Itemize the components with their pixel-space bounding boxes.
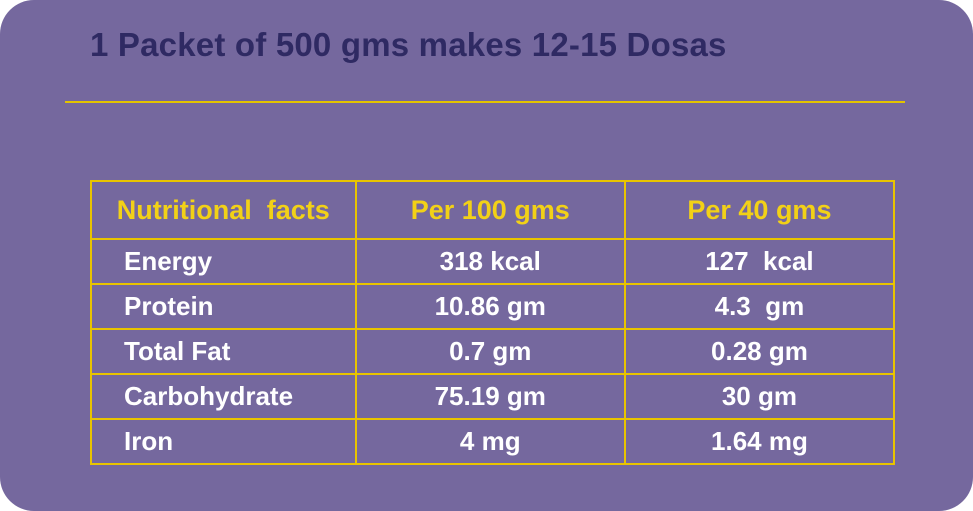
value-per-40gms: 30 gm [623, 373, 896, 420]
value-per-100gms: 318 kcal [354, 238, 626, 285]
title-divider-line [65, 101, 905, 103]
row-label: Energy [90, 238, 357, 285]
value-per-100gms: 0.7 gm [354, 328, 626, 375]
column-header-per-100-gms: Per 100 gms [354, 180, 626, 240]
nutrition-facts-table: Nutritional facts Per 100 gms Per 40 gms… [90, 180, 896, 465]
table-header-row: Nutritional facts Per 100 gms Per 40 gms [90, 180, 896, 240]
value-per-100gms: 4 mg [354, 418, 626, 465]
column-header-per-40-gms: Per 40 gms [623, 180, 896, 240]
column-header-nutritional-facts: Nutritional facts [90, 180, 357, 240]
table-row-energy: Energy 318 kcal 127 kcal [90, 238, 896, 285]
value-per-40gms: 127 kcal [623, 238, 896, 285]
value-per-40gms: 4.3 gm [623, 283, 896, 330]
page-title: 1 Packet of 500 gms makes 12-15 Dosas [90, 26, 727, 63]
row-label: Iron [90, 418, 357, 465]
table-row-protein: Protein 10.86 gm 4.3 gm [90, 283, 896, 330]
value-per-40gms: 1.64 mg [623, 418, 896, 465]
table-row-iron: Iron 4 mg 1.64 mg [90, 418, 896, 465]
row-label: Protein [90, 283, 357, 330]
value-per-100gms: 10.86 gm [354, 283, 626, 330]
table-row-carbohydrate: Carbohydrate 75.19 gm 30 gm [90, 373, 896, 420]
row-label: Total Fat [90, 328, 357, 375]
table-row-total-fat: Total Fat 0.7 gm 0.28 gm [90, 328, 896, 375]
row-label: Carbohydrate [90, 373, 357, 420]
value-per-40gms: 0.28 gm [623, 328, 896, 375]
value-per-100gms: 75.19 gm [354, 373, 626, 420]
